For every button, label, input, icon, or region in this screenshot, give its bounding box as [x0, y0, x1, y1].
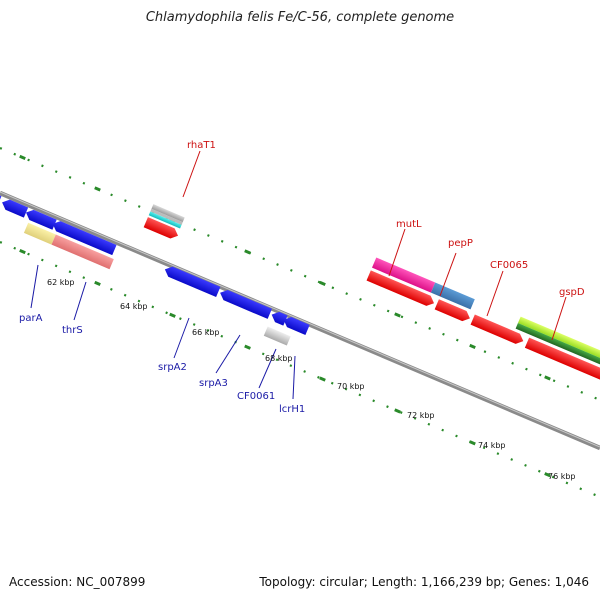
cds-lcrH1-arrow: [283, 317, 310, 335]
feature-rhaT1-rna: [148, 204, 185, 229]
cds-pepP: [434, 299, 470, 322]
inner-track-ticks: [19, 249, 551, 478]
track-tick: [394, 312, 401, 318]
gene-label-srpA3: srpA3: [199, 378, 228, 389]
cds-reverse-left-2: [2, 199, 29, 218]
feature-thrS-domain: [51, 234, 114, 270]
outer-track-ticks: [19, 154, 551, 381]
tick-label-68kbp: 68 kbp: [265, 354, 293, 363]
label-connectors: [30, 150, 567, 400]
genome-backbone-highlight: [0, 191, 600, 448]
gene-label-CF0061: CF0061: [237, 391, 275, 402]
track-tick: [319, 376, 326, 382]
cds-mutL: [366, 270, 435, 306]
feature-parA-domain: [23, 222, 56, 245]
feature-mutL-domain: [372, 257, 475, 310]
track-tick: [19, 154, 26, 160]
gene-label-gspD: gspD: [559, 287, 585, 298]
outer-track-dots: [0, 146, 600, 402]
tick-label-64kbp: 64 kbp: [120, 302, 148, 311]
tick-label-76kbp: 76 kbp: [548, 472, 576, 481]
cds-reverse-left-1: [0, 189, 2, 207]
cds-srpA3: [220, 290, 272, 319]
track-tick: [19, 249, 26, 255]
gene-label-mutL: mutL: [396, 219, 422, 230]
cds-thrS-arrow: [52, 221, 117, 256]
gene-label-thrS: thrS: [62, 325, 83, 336]
track-tick: [319, 280, 326, 286]
track-tick: [94, 280, 101, 286]
genome-backbone: [0, 190, 600, 451]
feature-gspD-domain: [515, 316, 600, 376]
track-tick: [169, 312, 176, 318]
track-tick: [244, 249, 251, 255]
feature-lcrH1-domain: [263, 326, 291, 346]
inner-track-dots: [0, 240, 600, 499]
tick-label-72kbp: 72 kbp: [407, 411, 435, 420]
tick-label-66kbp: 66 kbp: [192, 328, 220, 337]
cds-rhaT1: [143, 217, 179, 239]
gene-label-parA: parA: [19, 313, 43, 324]
accession-text: Accession: NC_007899: [9, 575, 146, 589]
cds-CF0061: [271, 311, 288, 326]
gene-label-pepP: pepP: [448, 238, 473, 249]
track-tick: [94, 186, 101, 192]
map-title: Chlamydophila felis Fe/C-56, complete ge…: [145, 10, 455, 25]
genome-summary-text: Topology: circular; Length: 1,166,239 bp…: [259, 575, 589, 589]
track-tick: [469, 343, 476, 349]
track-tick: [394, 408, 401, 414]
cds-reverse-left-3: [26, 209, 57, 230]
gene-label-rhaT1: rhaT1: [187, 140, 216, 151]
gene-label-lcrH1: lcrH1: [279, 404, 305, 415]
cds-srpA2: [164, 266, 221, 298]
track-tick: [544, 472, 551, 478]
tick-label-62kbp: 62 kbp: [47, 278, 75, 287]
tick-label-70kbp: 70 kbp: [337, 382, 365, 391]
gene-label-CF0065: CF0065: [490, 260, 528, 271]
gene-label-srpA2: srpA2: [158, 362, 187, 373]
track-tick: [469, 440, 476, 446]
track-tick: [544, 375, 551, 381]
track-tick: [244, 344, 251, 350]
cds-gspD: [524, 337, 600, 383]
tick-label-74kbp: 74 kbp: [478, 441, 506, 450]
cds-CF0065: [470, 314, 524, 344]
